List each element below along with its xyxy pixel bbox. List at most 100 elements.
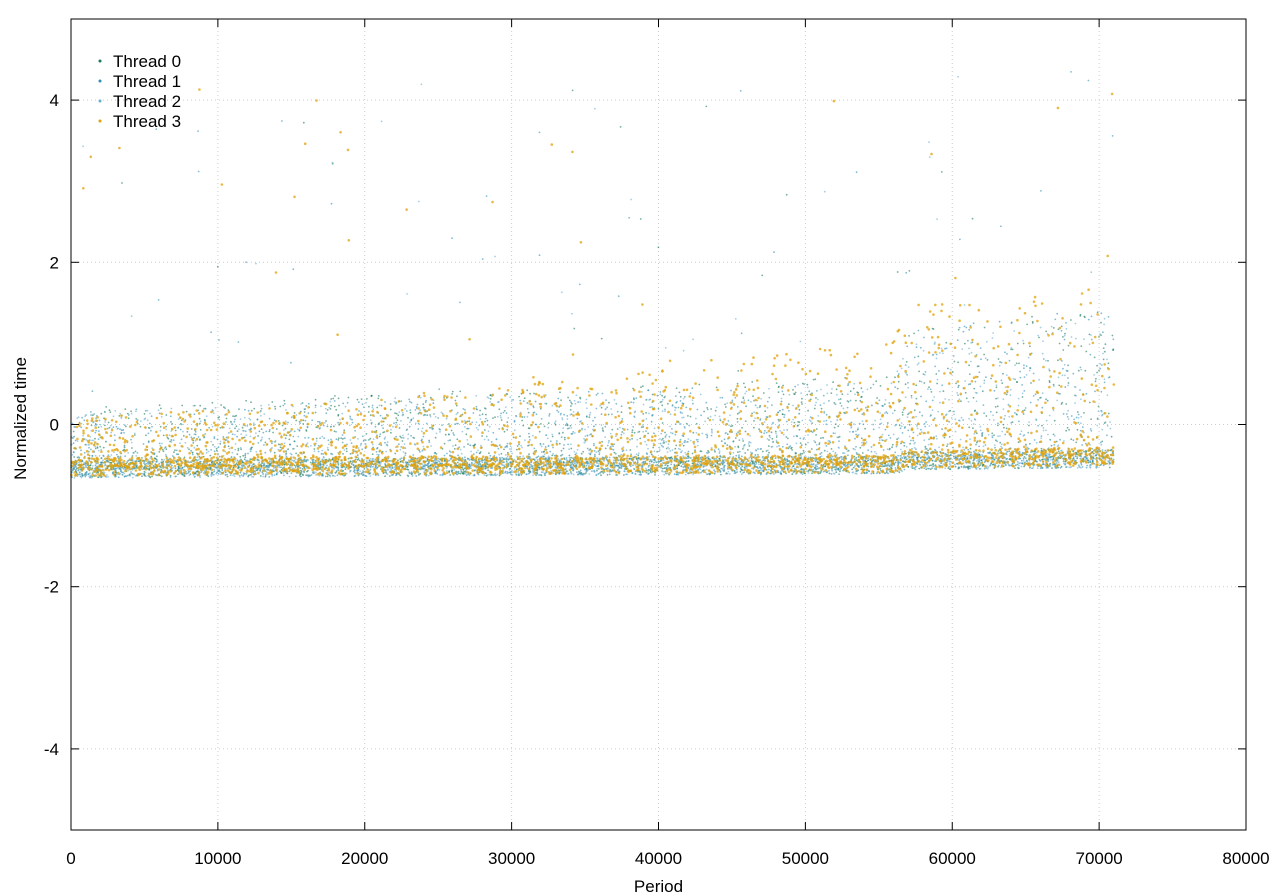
scatter-point [726, 444, 729, 446]
scatter-point [1065, 413, 1068, 415]
scatter-point [1029, 401, 1032, 404]
scatter-point [503, 410, 506, 412]
scatter-point [124, 408, 127, 411]
scatter-point [698, 383, 701, 386]
scatter-point [226, 475, 229, 478]
scatter-point [820, 437, 822, 439]
scatter-point [1029, 367, 1032, 370]
scatter-point [263, 444, 265, 446]
scatter-point [1075, 441, 1078, 444]
scatter-point [753, 420, 755, 422]
scatter-point [1108, 466, 1111, 469]
scatter-point [556, 409, 558, 412]
scatter-point [923, 422, 926, 425]
scatter-point [907, 466, 910, 468]
scatter-point [347, 396, 350, 399]
scatter-point [1074, 455, 1077, 458]
scatter-point [106, 457, 108, 460]
scatter-point [183, 456, 186, 459]
scatter-point [217, 472, 220, 475]
scatter-point [668, 435, 671, 438]
scatter-point [385, 443, 388, 446]
scatter-point [846, 406, 849, 409]
scatter-point [685, 457, 688, 460]
scatter-point [739, 90, 742, 92]
scatter-point [927, 467, 929, 470]
scatter-point [177, 473, 179, 476]
scatter-point [78, 471, 81, 474]
scatter-point [691, 452, 694, 455]
scatter-point [822, 463, 825, 466]
scatter-point [120, 417, 123, 419]
scatter-point [601, 392, 604, 395]
scatter-point [362, 406, 365, 409]
scatter-point [192, 442, 195, 444]
scatter-point [785, 420, 788, 423]
scatter-point [1033, 439, 1036, 441]
scatter-point [107, 421, 110, 424]
scatter-point [153, 457, 156, 460]
scatter-point [384, 441, 386, 444]
scatter-point [327, 449, 329, 451]
scatter-point [946, 443, 949, 446]
scatter-point [632, 387, 634, 390]
scatter-point [215, 447, 218, 450]
scatter-point [81, 416, 83, 419]
scatter-point [935, 353, 938, 356]
scatter-point [888, 402, 891, 404]
scatter-point [173, 451, 175, 454]
scatter-point [210, 331, 213, 334]
scatter-point [463, 472, 465, 475]
scatter-point [351, 421, 354, 424]
scatter-point [1005, 393, 1008, 396]
scatter-point [1040, 190, 1042, 192]
scatter-point [293, 464, 296, 467]
scatter-point [1026, 460, 1029, 463]
scatter-point [182, 435, 185, 437]
scatter-point [301, 473, 304, 476]
scatter-point [97, 430, 100, 432]
scatter-point [1018, 420, 1020, 423]
scatter-point [492, 474, 494, 476]
scatter-point [1000, 379, 1003, 382]
scatter-point [823, 449, 826, 452]
scatter-point [380, 404, 383, 407]
scatter-point [1040, 435, 1043, 438]
scatter-point [255, 469, 258, 472]
scatter-point [637, 454, 640, 457]
scatter-point [675, 444, 678, 447]
scatter-point [640, 426, 643, 428]
scatter-point [579, 397, 582, 400]
scatter-point [925, 468, 928, 471]
scatter-point [292, 435, 295, 438]
scatter-point [800, 456, 802, 458]
scatter-point [527, 427, 530, 430]
scatter-point [238, 408, 240, 410]
scatter-point [1001, 382, 1004, 384]
scatter-point [570, 402, 573, 405]
scatter-point [290, 361, 292, 364]
scatter-point [151, 475, 153, 478]
scatter-point [631, 437, 633, 440]
scatter-point [237, 447, 240, 450]
scatter-point [334, 395, 336, 397]
scatter-point [533, 459, 536, 462]
scatter-point [232, 415, 235, 417]
scatter-point [862, 423, 865, 426]
scatter-point [853, 455, 856, 458]
scatter-point [1032, 372, 1035, 375]
scatter-point [412, 436, 415, 439]
scatter-point [813, 407, 816, 410]
scatter-point [968, 426, 971, 429]
scatter-point [660, 444, 663, 447]
scatter-point [451, 237, 453, 240]
scatter-point [90, 414, 92, 416]
scatter-point [1072, 449, 1075, 452]
scatter-point [655, 464, 657, 467]
scatter-point [143, 472, 146, 475]
scatter-point [1010, 348, 1012, 351]
scatter-point [531, 465, 534, 468]
scatter-point [592, 419, 594, 422]
scatter-point [775, 436, 778, 438]
scatter-point [724, 406, 727, 408]
